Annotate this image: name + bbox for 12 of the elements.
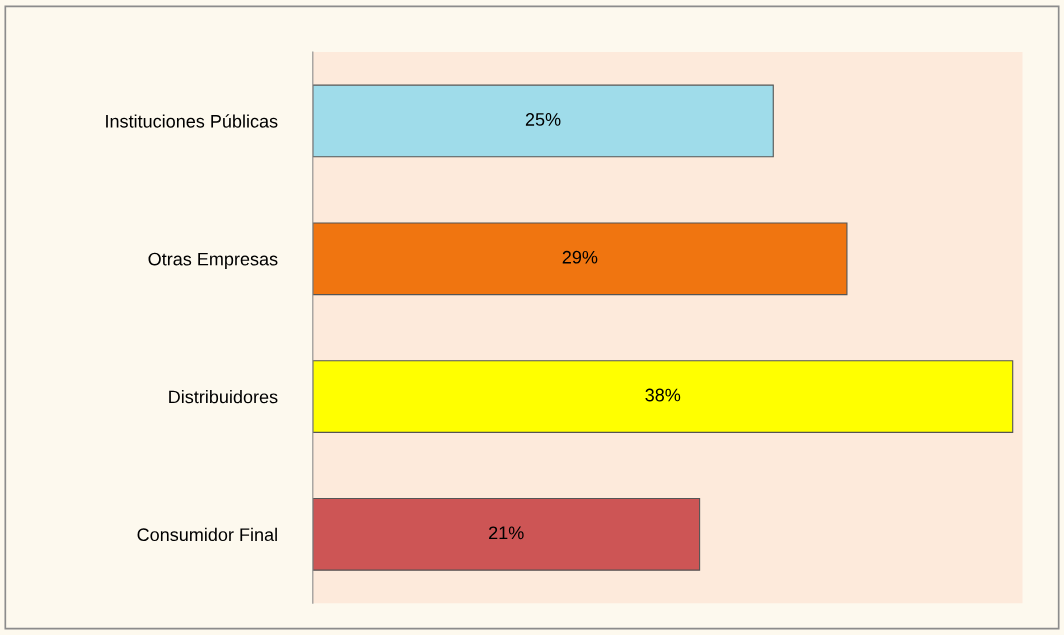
y-tick-label: Instituciones Públicas (106, 114, 278, 128)
y-tick-label: Distribuidores (169, 390, 278, 404)
y-tick-label: Otras Empresas (148, 252, 278, 270)
bar (312, 222, 848, 296)
bar (312, 497, 701, 571)
bar (312, 84, 774, 158)
bar (312, 360, 1014, 433)
data-label: 25% (525, 113, 561, 126)
y-tick-label: Consumidor Final (137, 527, 277, 542)
data-label: 38% (645, 388, 681, 402)
data-label: 29% (562, 250, 598, 264)
data-label: 21% (489, 526, 524, 540)
